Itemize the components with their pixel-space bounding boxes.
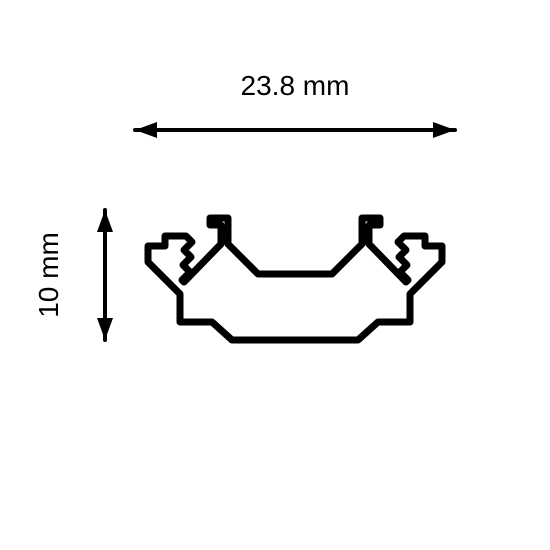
height-dimension — [97, 210, 113, 340]
width-label: 23.8 mm — [241, 70, 350, 101]
width-dimension — [135, 122, 455, 138]
profile-outline — [148, 218, 442, 340]
height-label: 10 mm — [33, 232, 64, 318]
